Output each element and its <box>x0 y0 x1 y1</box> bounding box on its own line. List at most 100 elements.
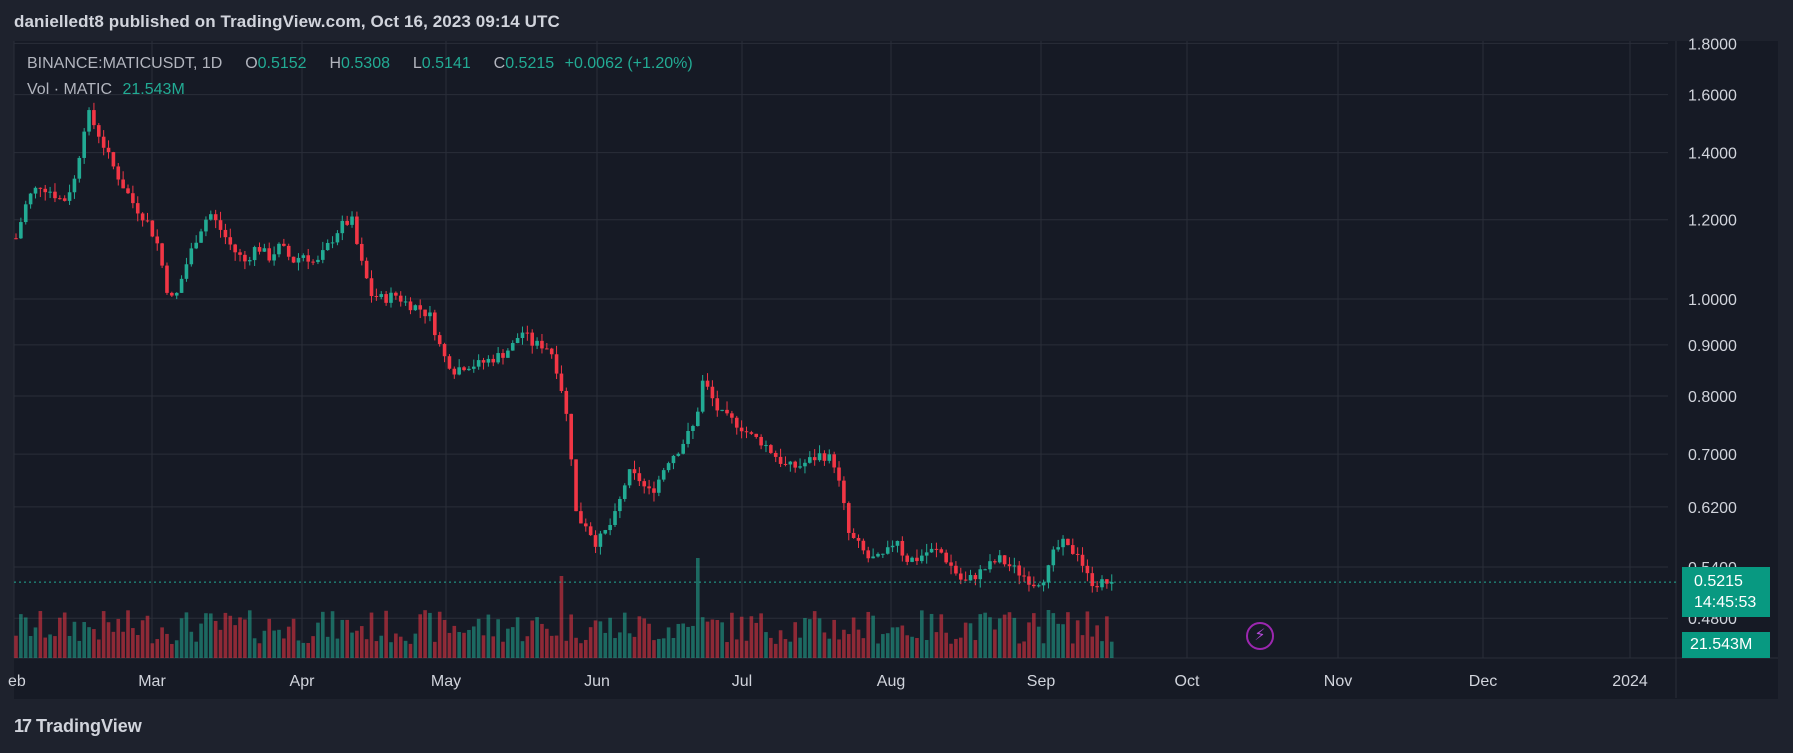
y-tick-label: 1.4000 <box>1688 146 1737 163</box>
volume-bar <box>876 643 880 658</box>
volume-bar <box>38 611 43 658</box>
candle-body <box>958 573 963 580</box>
volume-bar <box>19 614 23 658</box>
candle-body <box>515 338 520 344</box>
x-tick-label: Oct <box>1175 673 1200 690</box>
candle-body <box>910 557 914 562</box>
volume-bar <box>1002 614 1007 658</box>
candle-body <box>379 294 384 298</box>
volume-bar <box>369 612 374 658</box>
volume-bar <box>764 632 768 658</box>
volume-bar <box>569 614 573 658</box>
volume-bar <box>647 623 651 658</box>
candle-body <box>535 340 539 346</box>
candle-body <box>233 244 237 253</box>
volume-bar <box>934 632 939 658</box>
chart-panel[interactable] <box>14 41 1778 699</box>
volume-bar <box>223 612 228 658</box>
volume-bar <box>228 615 233 658</box>
candle-body <box>189 248 194 265</box>
candle-body <box>851 532 856 538</box>
candle-body <box>1061 538 1065 548</box>
volume-bar <box>384 610 388 658</box>
candle-body <box>1017 565 1022 576</box>
candle-body <box>184 264 189 279</box>
volume-bar <box>1066 612 1070 658</box>
volume-bar <box>286 626 291 658</box>
volume-label[interactable]: Vol · MATIC <box>27 81 113 98</box>
volume-bar <box>1085 611 1090 658</box>
candle-body <box>842 480 846 504</box>
volume-bar <box>993 629 997 658</box>
volume-bar <box>359 626 364 658</box>
candle-body <box>949 562 953 566</box>
candle-body <box>642 481 647 487</box>
candle-body <box>476 360 481 367</box>
candle-body <box>598 533 603 547</box>
candle-body <box>832 454 836 468</box>
candle-body <box>155 236 160 244</box>
candle-body <box>321 250 325 260</box>
volume-bar <box>720 622 724 658</box>
candle-body <box>243 254 247 262</box>
y-tick-label: 0.6200 <box>1688 500 1737 517</box>
candle-body <box>126 188 130 194</box>
candle-body <box>1056 547 1060 550</box>
candle-body <box>671 455 676 464</box>
volume-legend-row: Vol · MATIC 21.543M <box>27 80 693 106</box>
symbol-name[interactable]: BINANCE:MATICUSDT <box>27 55 193 72</box>
candle-body <box>676 453 681 456</box>
volume-bar <box>822 632 827 658</box>
volume-bar <box>481 635 486 658</box>
volume-bar <box>710 619 715 658</box>
candle-body <box>325 242 330 251</box>
volume-bar <box>958 637 963 658</box>
candle-body <box>335 233 340 243</box>
volume-bar <box>355 630 359 658</box>
candle-body <box>1100 579 1104 588</box>
candle-body <box>277 243 281 255</box>
candle-body <box>622 485 627 499</box>
interval-label[interactable]: 1D <box>201 55 223 72</box>
volume-bar <box>890 627 895 658</box>
candle-body <box>817 453 822 461</box>
volume-bar <box>759 613 763 658</box>
volume-bar <box>277 629 281 658</box>
tradingview-logo-text: TradingView <box>36 716 142 736</box>
candle-body <box>481 360 486 363</box>
candle-body <box>929 548 934 553</box>
candle-body <box>530 332 535 346</box>
candle-body <box>1070 545 1075 554</box>
candle-body <box>1090 573 1095 587</box>
candle-body <box>564 390 569 414</box>
candle-body <box>881 553 885 555</box>
volume-bar <box>1075 620 1080 658</box>
volume-bar <box>165 633 169 658</box>
volume-bar <box>837 639 841 658</box>
candle-body <box>734 417 739 428</box>
candle-body <box>637 473 642 482</box>
volume-bar <box>501 641 505 658</box>
volume-bar <box>199 623 203 658</box>
candle-body <box>267 248 272 261</box>
volume-bar <box>881 634 885 658</box>
volume-bar <box>301 642 306 658</box>
volume-bar <box>734 639 739 658</box>
volume-bar <box>1105 616 1109 658</box>
candle-body <box>252 247 257 261</box>
candle-body <box>1080 554 1085 566</box>
x-tick-label: Aug <box>877 673 905 690</box>
y-tick-label: 0.7000 <box>1688 447 1737 464</box>
candle-body <box>174 292 179 296</box>
candle-body <box>398 295 403 302</box>
close-label: C <box>493 55 506 72</box>
volume-bar <box>423 610 427 658</box>
volume-bar <box>827 638 832 658</box>
volume-bar <box>603 632 608 658</box>
candle-body <box>525 332 530 334</box>
candle-body <box>345 220 349 225</box>
lightning-icon[interactable]: ⚡ <box>1246 622 1274 650</box>
tradingview-logo[interactable]: 17 TradingView <box>14 716 142 737</box>
x-tick-label: Mar <box>138 673 166 690</box>
